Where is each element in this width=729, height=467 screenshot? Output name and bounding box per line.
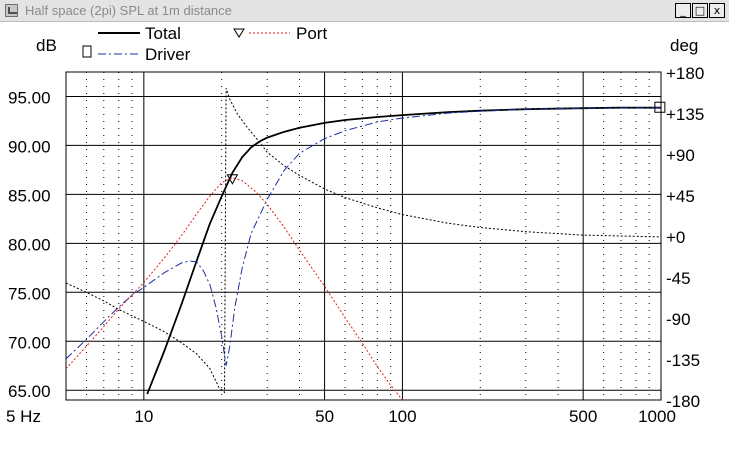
y-tick-label: 95.00 (8, 88, 51, 107)
y-tick-label: 80.00 (8, 235, 51, 254)
app-icon (5, 4, 18, 17)
x-tick-label: 1000 (638, 407, 676, 426)
minimize-button[interactable]: _ (675, 3, 691, 18)
right-axis-unit: deg (670, 36, 698, 55)
port-marker-triangle (226, 174, 239, 185)
driver-marker-square (654, 101, 666, 113)
y2-tick-label: +135 (666, 105, 704, 124)
y2-tick-label: -90 (666, 310, 691, 329)
left-axis-unit: dB (36, 36, 57, 55)
y-tick-label: 85.00 (8, 186, 51, 205)
y2-tick-label: -180 (666, 392, 700, 411)
y2-tick-label: +180 (666, 64, 704, 83)
title-bar: Half space (2pi) SPL at 1m distance _ □ … (0, 0, 729, 22)
x-tick-label: 50 (315, 407, 334, 426)
y2-tick-label: -45 (666, 269, 691, 288)
x-tick-label: 5 Hz (6, 407, 41, 426)
y-tick-label: 70.00 (8, 333, 51, 352)
y2-tick-label: +0 (666, 228, 685, 247)
y2-tick-label: +45 (666, 187, 695, 206)
y-tick-label: 90.00 (8, 137, 51, 156)
legend-triangle-symbol (233, 28, 245, 38)
series-driver-line (65, 107, 662, 366)
x-tick-label: 10 (134, 407, 153, 426)
legend-label-port: Port (296, 24, 327, 43)
y2-tick-label: +90 (666, 146, 695, 165)
x-tick-label: 100 (388, 407, 416, 426)
maximize-button[interactable]: □ (692, 3, 708, 18)
x-tick-label: 500 (569, 407, 597, 426)
legend-label-total: Total (145, 24, 181, 43)
series-port-line (65, 177, 403, 401)
plot-frame (65, 71, 662, 401)
window-title: Half space (2pi) SPL at 1m distance (25, 3, 232, 18)
y-tick-label: 65.00 (8, 382, 51, 401)
series-total-phase-line (65, 88, 662, 394)
y2-tick-label: -135 (666, 351, 700, 370)
legend-square-symbol (82, 45, 92, 58)
spl-chart: dB deg 95.00 90.00 85.00 80.00 75.00 70.00 65.00… (6, 24, 704, 426)
y-tick-label: 75.00 (8, 284, 51, 303)
legend-label-driver: Driver (145, 45, 191, 64)
close-button[interactable]: x (709, 3, 725, 18)
